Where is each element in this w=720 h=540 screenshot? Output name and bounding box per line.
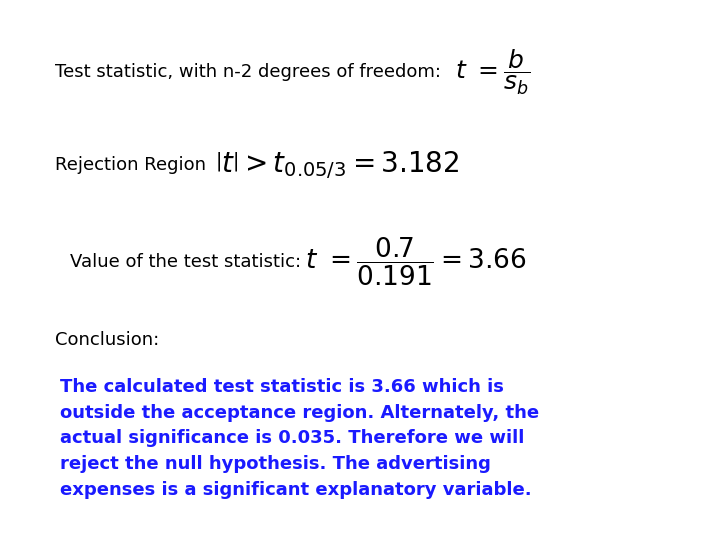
- Text: Conclusion:: Conclusion:: [55, 331, 159, 349]
- Text: $\left|t\right| > t_{0.05/3} = 3.182$: $\left|t\right| > t_{0.05/3} = 3.182$: [215, 149, 459, 181]
- Text: $t\ =\dfrac{b}{s_b}$: $t\ =\dfrac{b}{s_b}$: [455, 48, 531, 97]
- Text: Rejection Region: Rejection Region: [55, 156, 206, 174]
- Text: The calculated test statistic is 3.66 which is
outside the acceptance region. Al: The calculated test statistic is 3.66 wh…: [60, 378, 539, 499]
- Text: $t\ =\dfrac{0.7}{0.191} = 3.66$: $t\ =\dfrac{0.7}{0.191} = 3.66$: [305, 236, 526, 288]
- Text: Test statistic, with n-2 degrees of freedom:: Test statistic, with n-2 degrees of free…: [55, 63, 441, 81]
- Text: Value of the test statistic:: Value of the test statistic:: [70, 253, 301, 271]
